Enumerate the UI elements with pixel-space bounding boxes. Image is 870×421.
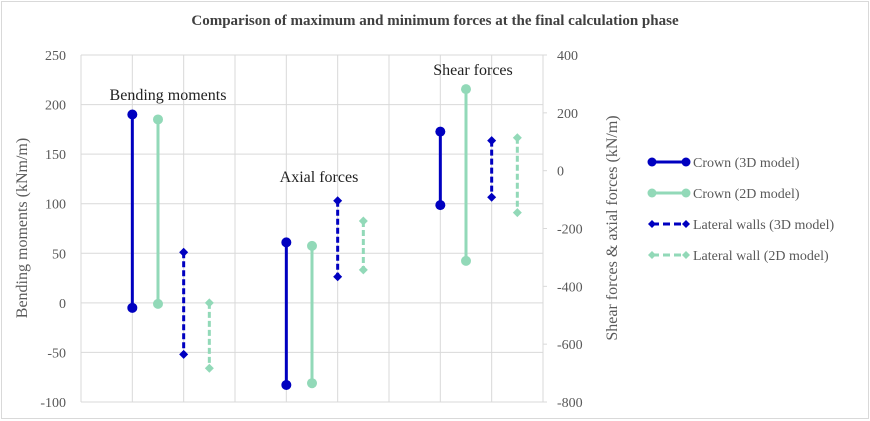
legend-item: Lateral walls (3D model) [648,218,834,233]
legend-label: Crown (3D model) [693,156,800,171]
data-series [127,84,522,390]
circle-marker [127,302,138,313]
right-tick-label: 200 [557,107,578,122]
range-bar [461,84,471,266]
diamond-marker [204,363,214,373]
range-bar [307,240,317,389]
left-tick-label: -100 [40,396,66,411]
diamond-marker [487,192,497,202]
circle-marker [461,255,471,266]
right-tick-label: 0 [557,165,564,180]
legend-label: Lateral walls (3D model) [693,218,834,233]
range-bar [333,196,343,282]
diamond-marker [333,196,343,206]
axes: 250 200 150 100 50 0 -50 -100 400 200 0 -200 -400 -60… [14,49,621,411]
right-tick-label: -400 [557,280,583,295]
left-tick-label: 150 [45,148,66,163]
circle-marker [307,378,317,389]
legend-diamond-icon [648,251,656,259]
legend-diamond-icon [648,220,656,228]
legend-circle-icon [681,157,691,167]
right-tick-label: -200 [557,223,583,238]
diamond-marker [204,298,214,308]
legend-circle-icon [681,188,691,198]
circle-marker [307,240,317,251]
diamond-marker [333,272,343,282]
left-tick-label: 0 [59,297,66,312]
circle-marker [435,200,446,211]
diamond-marker [487,136,497,146]
diamond-marker [358,216,368,226]
legend-diamond-icon [682,251,690,259]
right-tick-label: 400 [557,49,578,64]
legend-diamond-icon [682,220,690,228]
diamond-marker [179,349,189,359]
legend-item: Lateral wall (2D model) [648,249,829,264]
range-bar [204,298,214,373]
diamond-marker [358,265,368,275]
group-label: Shear forces [433,62,513,79]
circle-marker [461,84,471,95]
legend-item: Crown (3D model) [647,156,800,171]
range-bar [435,126,446,211]
range-bar [179,247,189,359]
legend-item: Crown (2D model) [647,187,800,202]
legend-circle-icon [647,188,657,198]
chart-title: Comparison of maximum and minimum forces… [191,13,679,29]
circle-marker [435,126,446,137]
circle-marker [281,379,292,390]
range-bar [281,237,292,390]
right-tick-label: -800 [557,396,583,411]
left-tick-label: 50 [52,247,66,262]
left-tick-label: 250 [45,49,66,64]
legend-circle-icon [647,157,657,167]
group-label: Axial forces [280,169,359,186]
left-tick-label: 200 [45,99,66,114]
circle-marker [281,237,292,248]
diamond-marker [512,208,522,218]
group-label: Bending moments [110,87,227,104]
range-bar [153,114,163,309]
range-bar [487,136,497,202]
left-tick-label: -50 [47,346,66,361]
y-axis-left-title: Bending moments (kNm/m) [14,138,31,318]
y-axis-right-title: Shear forces & axial forces (kN/m) [604,115,621,340]
range-bar [358,216,368,275]
range-bar [512,133,522,218]
group-labels: Bending moments Axial forces Shear forces [110,62,513,186]
range-bar [127,109,138,313]
circle-marker [153,114,163,125]
diamond-marker [179,247,189,257]
diamond-marker [512,133,522,143]
left-tick-label: 100 [45,198,66,213]
right-tick-label: -600 [557,338,583,353]
circle-marker [153,298,163,309]
legend: Crown (3D model) Crown (2D model) Lateral … [647,156,834,264]
legend-label: Crown (2D model) [693,187,800,202]
circle-marker [127,109,138,120]
legend-label: Lateral wall (2D model) [693,249,829,264]
